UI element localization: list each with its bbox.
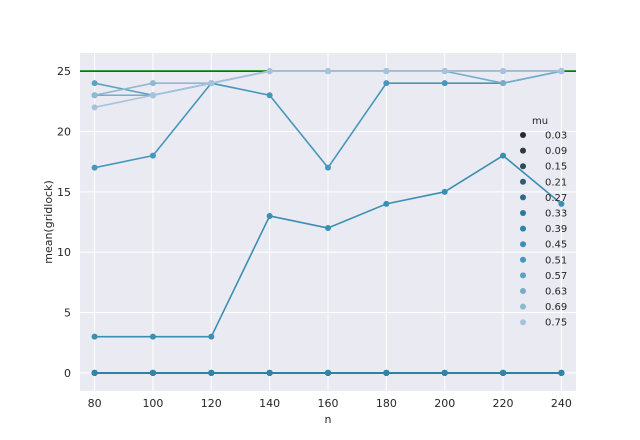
legend-entry: 0.33: [545, 209, 567, 220]
legend: mu 0.03 0.09 0.15 0.21 0.27 0.33 0.39 0.45 0.51 0…: [520, 116, 567, 329]
legend-entry: 0.45: [545, 240, 567, 251]
legend-marker: [520, 256, 526, 263]
data-point: [91, 164, 98, 171]
legend-marker: [520, 288, 526, 294]
legend-entry: 0.15: [545, 162, 567, 173]
legend-entry: 0.51: [545, 255, 567, 266]
x-tick-label: 220: [493, 397, 514, 410]
legend-marker: [520, 272, 526, 279]
legend-entry: 0.03: [545, 131, 567, 142]
data-point: [558, 68, 565, 75]
x-axis-label: n: [325, 413, 332, 426]
legend-entry: 0.63: [545, 287, 567, 298]
x-tick-label: 120: [201, 397, 222, 410]
data-point: [441, 68, 448, 75]
x-tick-label: 180: [376, 397, 397, 410]
data-point: [91, 104, 98, 111]
data-point: [325, 369, 331, 376]
y-axis-label: mean(gridlock): [42, 180, 55, 264]
series-0.39: [91, 369, 565, 376]
data-point: [266, 369, 273, 376]
grid: [80, 53, 576, 391]
x-tick-label: 80: [88, 397, 102, 410]
y-tick-label: 25: [57, 65, 71, 78]
data-point: [500, 80, 507, 87]
legend-marker: [520, 210, 526, 216]
data-point: [500, 369, 507, 376]
data-point: [558, 369, 565, 376]
data-point: [91, 80, 98, 87]
legend-entry: 0.27: [545, 193, 567, 204]
x-tick-label: 140: [259, 397, 280, 410]
data-point: [383, 68, 390, 75]
data-point: [383, 200, 390, 207]
legend-entry: 0.21: [545, 177, 567, 188]
legend-marker: [520, 303, 526, 310]
y-tick-label: 10: [57, 246, 71, 259]
data-point: [91, 369, 98, 376]
tick-labels: 0 5 10 15 20 25 80 100 120 140 160 180 200 220 240: [57, 65, 572, 410]
data-point: [500, 68, 507, 75]
y-tick-label: 0: [64, 367, 71, 380]
data-point: [383, 369, 390, 376]
legend-entry: 0.09: [545, 146, 567, 157]
data-point: [208, 333, 215, 340]
data-point: [149, 333, 156, 340]
legend-marker: [520, 147, 526, 154]
data-point: [149, 369, 156, 376]
series-0.45: [91, 152, 565, 340]
data-point: [558, 200, 565, 207]
legend-marker: [520, 241, 526, 248]
y-tick-label: 5: [64, 307, 71, 320]
legend-entry: 0.57: [545, 271, 567, 282]
legend-marker: [520, 194, 526, 201]
legend-entry: 0.39: [545, 224, 567, 235]
data-point: [149, 80, 156, 87]
series-layer: [91, 68, 565, 376]
y-tick-label: 15: [57, 186, 71, 199]
y-tick-label: 20: [57, 125, 71, 138]
data-point: [325, 68, 331, 75]
data-point: [91, 92, 98, 99]
legend-marker: [520, 132, 526, 138]
x-tick-label: 160: [318, 397, 339, 410]
data-point: [441, 80, 448, 87]
legend-marker: [520, 225, 526, 232]
data-point: [441, 369, 448, 376]
data-point: [500, 152, 507, 159]
legend-title: mu: [532, 116, 548, 127]
legend-entry: 0.75: [545, 318, 567, 329]
data-point: [149, 152, 156, 159]
data-point: [441, 188, 448, 195]
data-point: [266, 212, 273, 219]
x-tick-label: 100: [142, 397, 163, 410]
data-point: [266, 68, 273, 75]
x-tick-label: 200: [434, 397, 455, 410]
legend-marker: [520, 178, 526, 185]
data-point: [266, 92, 273, 99]
data-point: [325, 225, 331, 232]
legend-entry: 0.69: [545, 302, 567, 313]
data-point: [208, 80, 215, 87]
data-point: [325, 164, 331, 171]
legend-marker: [520, 319, 526, 326]
legend-marker: [520, 163, 526, 170]
x-tick-label: 240: [551, 397, 572, 410]
data-point: [208, 369, 215, 376]
data-point: [383, 80, 390, 87]
data-point: [149, 92, 156, 99]
data-point: [91, 333, 98, 340]
series-0.75: [91, 68, 565, 111]
